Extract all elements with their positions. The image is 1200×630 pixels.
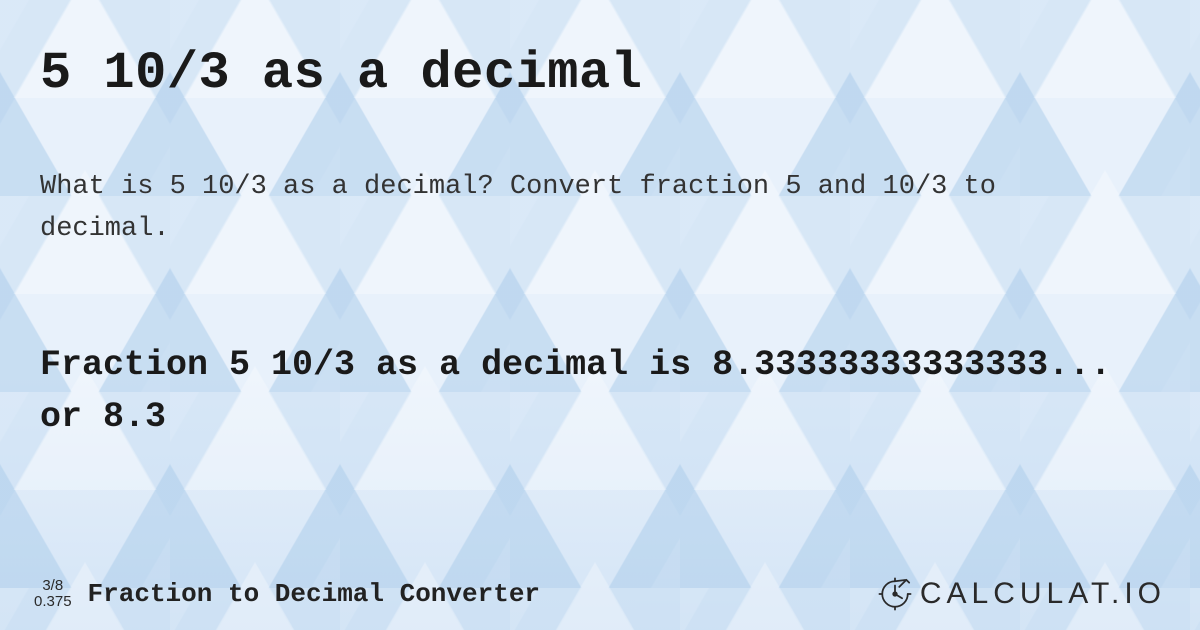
icon-top-text: 3/8 <box>42 578 63 595</box>
footer-title: Fraction to Decimal Converter <box>88 579 540 609</box>
page-title: 5 10/3 as a decimal <box>40 44 1160 103</box>
footer-bar: 3/8 0.375 Fraction to Decimal Converter … <box>0 558 1200 630</box>
brand-compass-icon <box>878 577 912 611</box>
fraction-decimal-icon: 3/8 0.375 <box>34 578 72 611</box>
footer-left: 3/8 0.375 Fraction to Decimal Converter <box>34 578 540 611</box>
question-text: What is 5 10/3 as a decimal? Convert fra… <box>40 167 1120 251</box>
brand-text: CALCULAT.IO <box>920 577 1166 611</box>
main-content: 5 10/3 as a decimal What is 5 10/3 as a … <box>0 0 1200 630</box>
footer-brand: CALCULAT.IO <box>878 577 1166 611</box>
answer-text: Fraction 5 10/3 as a decimal is 8.333333… <box>40 339 1120 444</box>
icon-bottom-text: 0.375 <box>34 594 72 611</box>
